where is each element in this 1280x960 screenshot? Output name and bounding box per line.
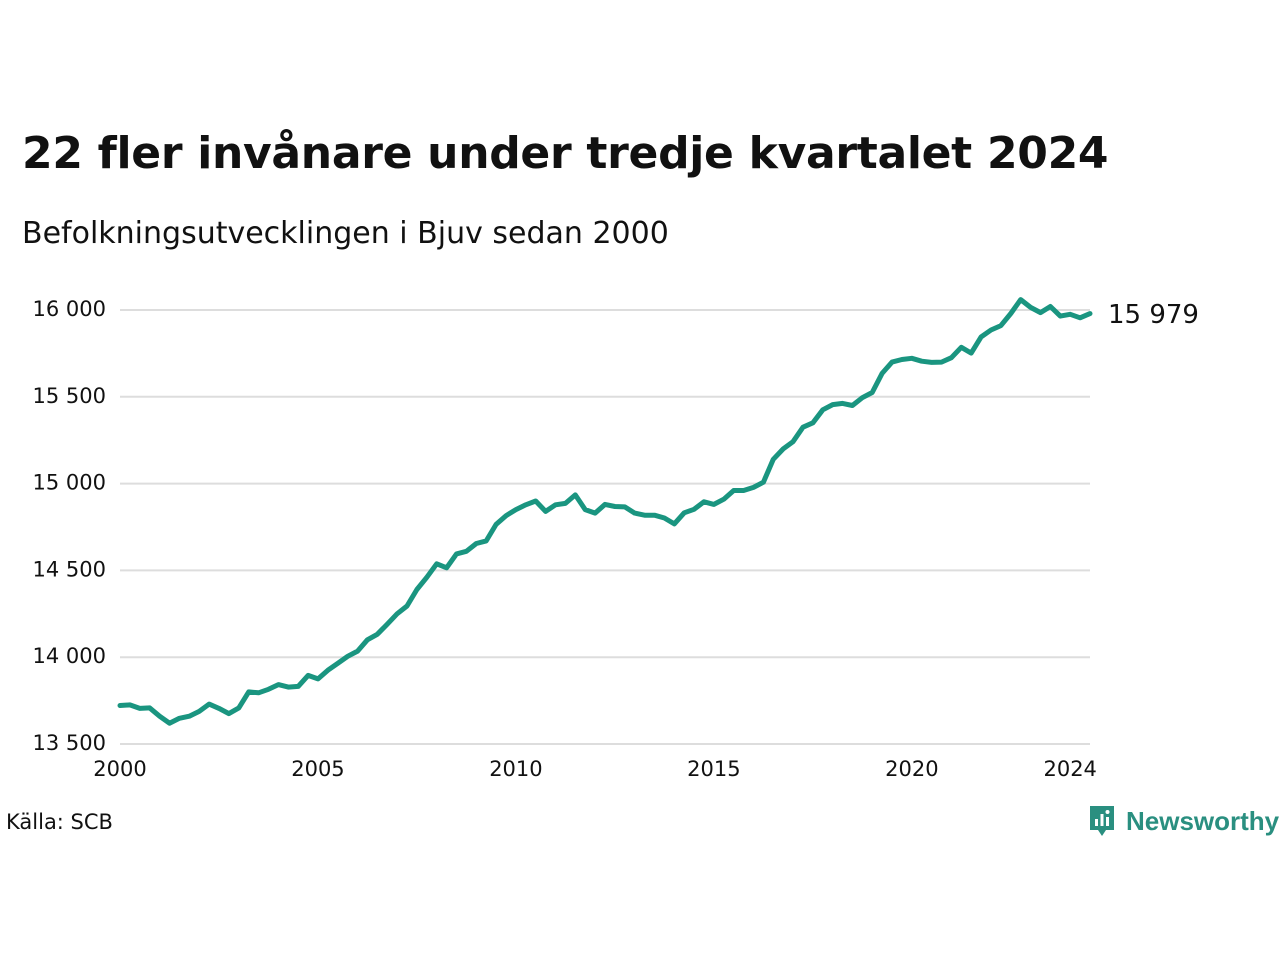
y-tick-label: 14 500 <box>33 557 106 581</box>
x-tick-label: 2020 <box>885 757 938 781</box>
x-tick-label: 2000 <box>93 757 146 781</box>
brand-name: Newsworthy <box>1126 805 1280 836</box>
series-layer <box>117 297 1093 726</box>
y-tick-label: 14 000 <box>33 644 106 668</box>
y-tick-label: 13 500 <box>33 731 106 755</box>
y-tick-label: 15 000 <box>33 471 106 495</box>
chart-subtitle: Befolkningsutvecklingen i Bjuv sedan 200… <box>22 216 669 251</box>
source-note: Källa: SCB <box>6 810 113 834</box>
y-tick-label: 15 500 <box>33 384 106 408</box>
y-tick-label: 16 000 <box>33 297 106 321</box>
x-tick-label: 2024 <box>1043 757 1096 781</box>
population-line <box>117 297 1093 726</box>
end-value-label: 15 979 <box>1108 300 1199 330</box>
newsworthy-logo-icon <box>1090 806 1114 836</box>
gridlines <box>120 309 1090 745</box>
x-tick-label: 2010 <box>489 757 542 781</box>
chart-title: 22 fler invånare under tredje kvartalet … <box>22 128 1109 179</box>
x-axis: 2000 2005 2010 2015 2020 2024 <box>93 757 1097 781</box>
newsworthy-brand[interactable]: Newsworthy <box>1088 804 1279 838</box>
x-tick-label: 2015 <box>687 757 740 781</box>
x-tick-label: 2005 <box>291 757 344 781</box>
y-axis: 13 500 14 000 14 500 15 000 15 500 16 000 <box>33 297 106 755</box>
